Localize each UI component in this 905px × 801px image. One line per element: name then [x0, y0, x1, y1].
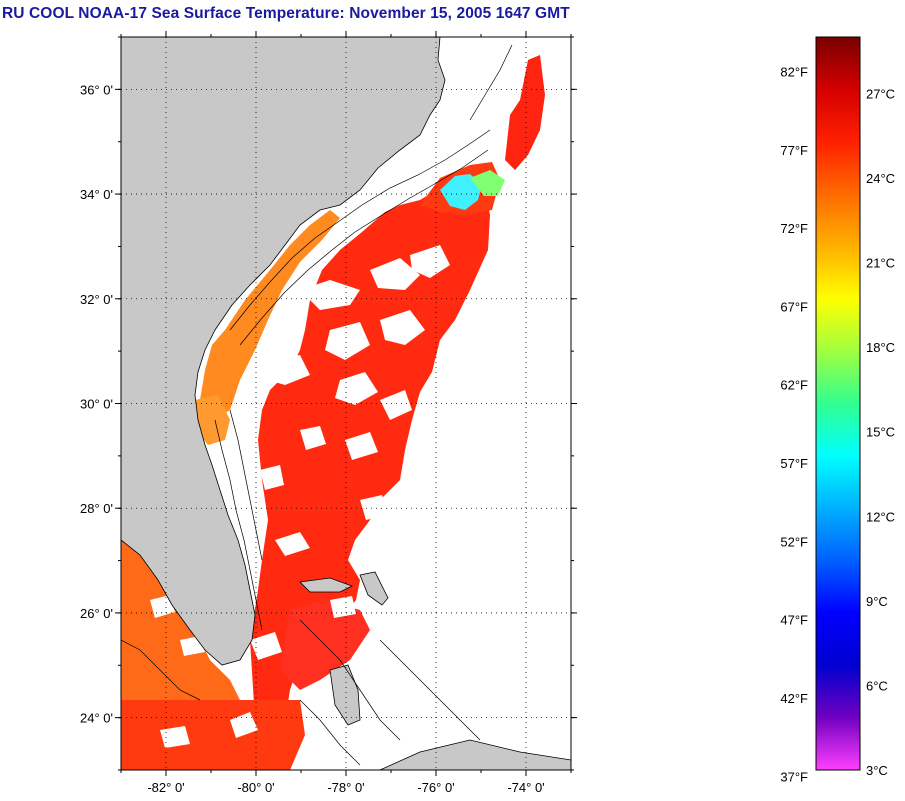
colorbar-f-label: 42°F — [780, 691, 808, 706]
colorbar-f-label: 62°F — [780, 378, 808, 393]
colorbar-f-label: 52°F — [780, 534, 808, 549]
sst-patch-coastal — [200, 210, 340, 420]
land-cuba — [379, 739, 571, 770]
map-layers — [121, 37, 571, 770]
lon-label: -78° 0' — [327, 780, 364, 795]
lat-label: 28° 0' — [80, 501, 113, 516]
lat-label: 30° 0' — [80, 397, 113, 412]
colorbar-f-label: 47°F — [780, 613, 808, 628]
lat-label: 34° 0' — [80, 187, 113, 202]
lat-label: 24° 0' — [80, 711, 113, 726]
sst-patch-gulf-south — [121, 700, 305, 770]
land-andros — [329, 664, 361, 726]
colorbar-c-label: 3°C — [866, 763, 888, 778]
lat-label: 26° 0' — [80, 606, 113, 621]
colorbar-f-label: 77°F — [780, 143, 808, 158]
colorbar-fahrenheit-labels: 82°F 77°F 72°F 67°F 62°F 57°F 52°F 47°F 42°F 37°F — [780, 64, 808, 784]
colorbar-c-label: 12°C — [866, 509, 895, 524]
lat-label: 36° 0' — [80, 82, 113, 97]
colorbar-c-label: 9°C — [866, 594, 888, 609]
colorbar-celsius-labels: 27°C 24°C 21°C 18°C 15°C 12°C 9°C 6°C 3°C — [866, 86, 895, 778]
lat-label: 32° 0' — [80, 292, 113, 307]
colorbar-f-label: 57°F — [780, 456, 808, 471]
axis-ticks — [115, 31, 577, 776]
lon-label: -74° 0' — [507, 780, 544, 795]
lon-label: -82° 0' — [147, 780, 184, 795]
colorbar-c-label: 18°C — [866, 340, 895, 355]
colorbar-c-label: 27°C — [866, 86, 895, 101]
lon-label: -76° 0' — [417, 780, 454, 795]
colorbar-c-label: 6°C — [866, 678, 888, 693]
map-title: RU COOL NOAA-17 Sea Surface Temperature:… — [2, 5, 570, 22]
sst-patch-coastal-south — [195, 395, 230, 445]
bathymetry-contours — [121, 44, 513, 766]
colorbar-f-label: 37°F — [780, 769, 808, 784]
colorbar-f-label: 72°F — [780, 221, 808, 236]
longitude-labels: -82° 0' -80° 0' -78° 0' -76° 0' -74° 0' — [147, 780, 544, 795]
colorbar-c-label: 24°C — [866, 171, 895, 186]
colorbar-c-label: 15°C — [866, 425, 895, 440]
graticule — [121, 37, 571, 770]
colorbar-f-label: 82°F — [780, 64, 808, 79]
sst-patch-cold — [440, 174, 482, 210]
land-grand-bahama — [299, 577, 354, 593]
land-abaco — [359, 571, 389, 606]
latitude-labels: 36° 0' 34° 0' 32° 0' 30° 0' 28° 0' 26° 0' 24° … — [80, 82, 113, 725]
lon-label: -80° 0' — [237, 780, 274, 795]
cloud-gaps — [150, 245, 450, 748]
sst-patch-north — [505, 55, 545, 170]
sst-patch-cool — [470, 170, 505, 196]
colorbar-f-label: 67°F — [780, 299, 808, 314]
colorbar-c-label: 21°C — [866, 256, 895, 271]
colorbar — [815, 36, 861, 771]
